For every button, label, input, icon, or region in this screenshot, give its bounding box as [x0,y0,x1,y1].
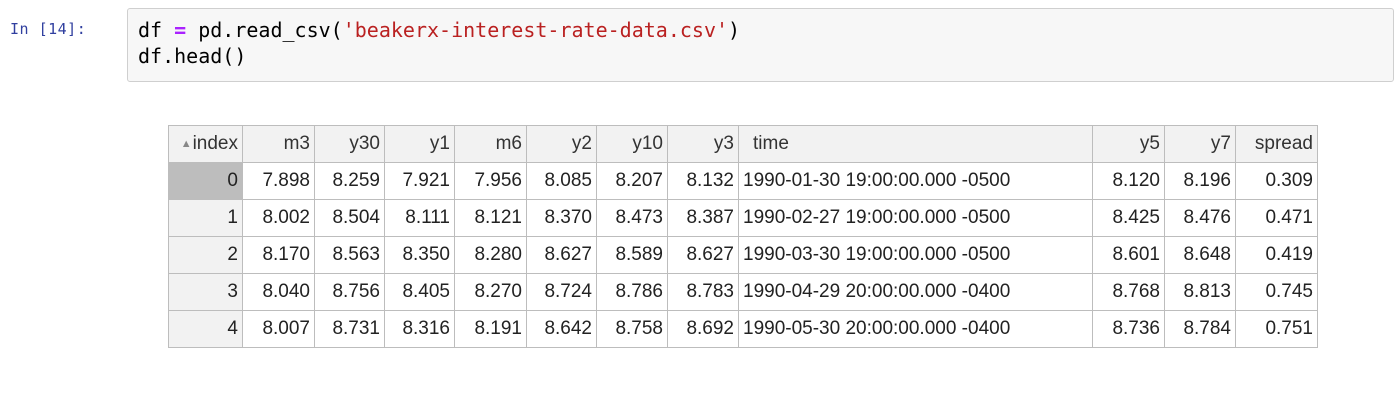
table-cell[interactable]: 8.601 [1092,236,1165,274]
table-cell[interactable]: 8.724 [526,273,597,311]
table-cell[interactable]: 0.751 [1235,310,1318,348]
column-header-spread[interactable]: spread [1235,125,1318,163]
sort-ascending-icon[interactable]: ▲ [180,138,192,150]
table-cell[interactable]: 8.387 [667,199,739,237]
column-header-y3[interactable]: y3 [667,125,739,163]
table-cell[interactable]: 8.132 [667,162,739,200]
table-cell[interactable]: 0.419 [1235,236,1318,274]
row-index-cell[interactable]: 1 [168,199,243,237]
table-cell[interactable]: 8.002 [242,199,315,237]
table-cell[interactable]: 8.207 [596,162,668,200]
row-index-cell[interactable]: 4 [168,310,243,348]
table-cell[interactable]: 8.085 [526,162,597,200]
column-header-y10[interactable]: y10 [596,125,668,163]
code-token: pd.read_csv( [186,18,343,42]
table-cell[interactable]: 8.370 [526,199,597,237]
column-header-label: index [192,133,238,154]
table-cell[interactable]: 8.425 [1092,199,1165,237]
table-cell[interactable]: 8.786 [596,273,668,311]
table-cell[interactable]: 8.784 [1164,310,1236,348]
code-line-1: df = pd.read_csv('beakerx-interest-rate-… [138,17,1383,43]
table-cell[interactable]: 8.111 [384,199,455,237]
column-header-index[interactable]: ▲index [168,125,243,163]
column-header-m3[interactable]: m3 [242,125,315,163]
table-cell[interactable]: 0.309 [1235,162,1318,200]
table-cell[interactable]: 8.007 [242,310,315,348]
row-index-cell[interactable]: 2 [168,236,243,274]
table-cell[interactable]: 8.642 [526,310,597,348]
table-cell-time[interactable]: 1990-04-29 20:00:00.000 -0400 [738,273,1093,311]
table-cell[interactable]: 8.768 [1092,273,1165,311]
column-header-y7[interactable]: y7 [1164,125,1236,163]
code-token: df [138,18,175,42]
table-cell[interactable]: 8.170 [242,236,315,274]
table-cell[interactable]: 8.120 [1092,162,1165,200]
table-cell[interactable]: 8.280 [454,236,527,274]
table-cell[interactable]: 8.504 [314,199,385,237]
table-cell[interactable]: 8.758 [596,310,668,348]
table-cell[interactable]: 7.921 [384,162,455,200]
table-cell[interactable]: 8.731 [314,310,385,348]
table-cell[interactable]: 7.956 [454,162,527,200]
table-cell[interactable]: 8.259 [314,162,385,200]
column-header-time[interactable]: time [738,125,1093,163]
table-cell[interactable]: 8.648 [1164,236,1236,274]
table-cell[interactable]: 8.270 [454,273,527,311]
column-header-y2[interactable]: y2 [526,125,597,163]
table-cell[interactable]: 8.316 [384,310,455,348]
output-table[interactable]: ▲index m3 y30 y1 m6 y2 y10 y3 time y5 y7… [168,125,1318,348]
table-cell[interactable]: 8.476 [1164,199,1236,237]
table-cell-time[interactable]: 1990-01-30 19:00:00.000 -0500 [738,162,1093,200]
table-cell-time[interactable]: 1990-02-27 19:00:00.000 -0500 [738,199,1093,237]
table-cell[interactable]: 8.196 [1164,162,1236,200]
table-cell[interactable]: 8.692 [667,310,739,348]
table-row[interactable]: 2 8.170 8.563 8.350 8.280 8.627 8.589 8.… [168,236,1318,274]
column-header-m6[interactable]: m6 [454,125,527,163]
table-cell[interactable]: 8.473 [596,199,668,237]
table-row[interactable]: 4 8.007 8.731 8.316 8.191 8.642 8.758 8.… [168,310,1318,348]
table-cell[interactable]: 8.589 [596,236,668,274]
table-row[interactable]: 0 7.898 8.259 7.921 7.956 8.085 8.207 8.… [168,162,1318,200]
header-row: ▲index m3 y30 y1 m6 y2 y10 y3 time y5 y7… [168,125,1318,163]
table-cell[interactable]: 8.627 [667,236,739,274]
row-index-cell[interactable]: 3 [168,273,243,311]
table-cell[interactable]: 8.813 [1164,273,1236,311]
table-cell-time[interactable]: 1990-03-30 19:00:00.000 -0500 [738,236,1093,274]
table-cell[interactable]: 8.736 [1092,310,1165,348]
table-cell-time[interactable]: 1990-05-30 20:00:00.000 -0400 [738,310,1093,348]
code-line-2: df.head() [138,44,247,68]
column-header-y1[interactable]: y1 [384,125,455,163]
table-cell[interactable]: 8.121 [454,199,527,237]
table-cell[interactable]: 8.563 [314,236,385,274]
table-cell[interactable]: 8.783 [667,273,739,311]
table-cell[interactable]: 8.191 [454,310,527,348]
table-cell[interactable]: 0.471 [1235,199,1318,237]
input-prompt: In [14]: [10,20,87,38]
table-cell[interactable]: 8.350 [384,236,455,274]
table-row[interactable]: 1 8.002 8.504 8.111 8.121 8.370 8.473 8.… [168,199,1318,237]
code-operator: = [174,18,187,42]
table-cell[interactable]: 7.898 [242,162,315,200]
code-string: 'beakerx-interest-rate-data.csv' [342,18,729,42]
table-cell[interactable]: 8.756 [314,273,385,311]
table-cell[interactable]: 8.627 [526,236,597,274]
table-cell[interactable]: 0.745 [1235,273,1318,311]
table-cell[interactable]: 8.405 [384,273,455,311]
row-index-cell[interactable]: 0 [168,162,243,200]
table-row[interactable]: 3 8.040 8.756 8.405 8.270 8.724 8.786 8.… [168,273,1318,311]
column-header-y30[interactable]: y30 [314,125,385,163]
table-cell[interactable]: 8.040 [242,273,315,311]
code-token: ) [728,18,741,42]
data-grid[interactable]: ▲index m3 y30 y1 m6 y2 y10 y3 time y5 y7… [168,125,1318,348]
column-header-y5[interactable]: y5 [1092,125,1165,163]
code-cell-input[interactable]: df = pd.read_csv('beakerx-interest-rate-… [127,8,1394,82]
